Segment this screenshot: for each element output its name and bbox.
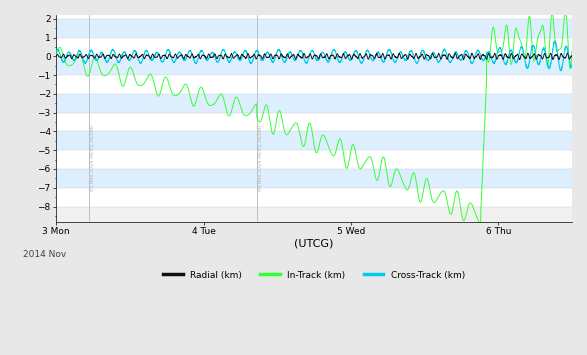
X-axis label: (UTCG): (UTCG) — [295, 239, 334, 249]
Bar — [56, 150, 572, 169]
Text: 04 Nov 2014 04:43:16.000: 04 Nov 2014 04:43:16.000 — [258, 126, 264, 191]
Bar — [56, 131, 572, 150]
Bar — [56, 15, 572, 19]
Bar — [56, 19, 572, 38]
Text: 2014 Nov: 2014 Nov — [23, 251, 66, 260]
Bar — [56, 56, 572, 75]
Bar — [56, 38, 572, 56]
Bar — [56, 188, 572, 207]
Bar — [56, 113, 572, 131]
Bar — [56, 75, 572, 94]
Text: 03 Nov 2014 04:43:16.000: 03 Nov 2014 04:43:16.000 — [90, 126, 96, 191]
Bar — [56, 19, 572, 38]
Bar — [56, 94, 572, 113]
Bar — [56, 169, 572, 188]
Legend: Radial (km), In-Track (km), Cross-Track (km): Radial (km), In-Track (km), Cross-Track … — [160, 267, 468, 283]
